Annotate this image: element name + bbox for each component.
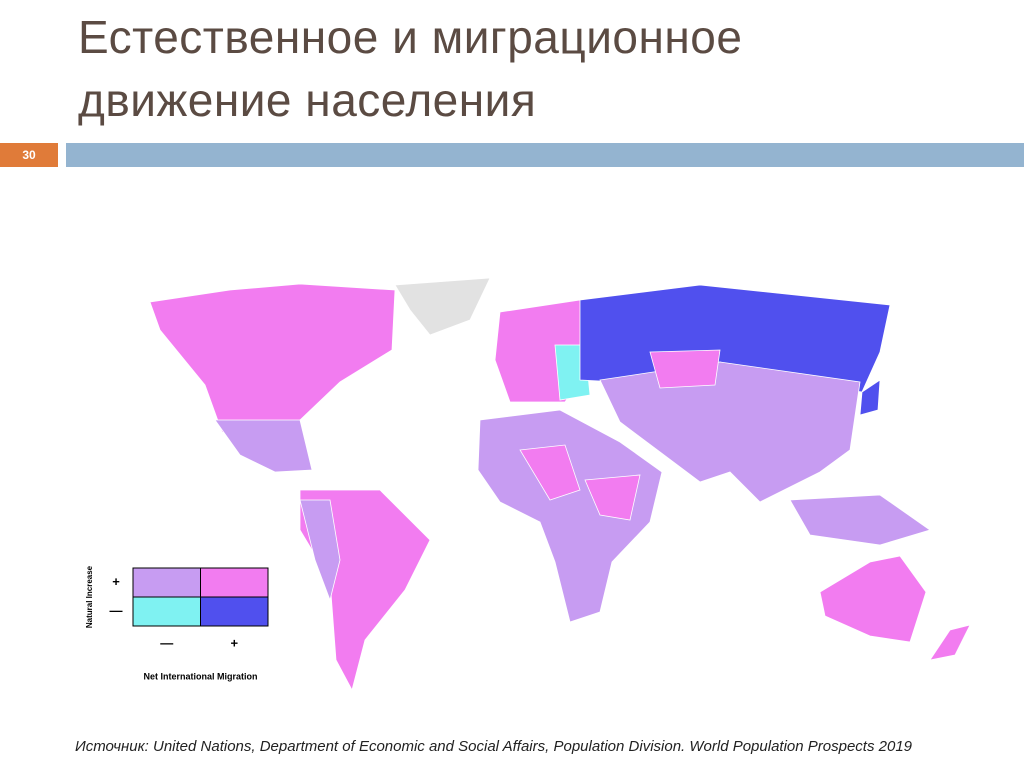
legend-y-label: Natural Increase (85, 565, 94, 628)
southeast-asia (789, 494, 931, 546)
legend-row-label: + (112, 574, 120, 589)
japan (859, 379, 881, 416)
map-legend: + — — + Natural Increase Net International Mi… (85, 565, 269, 681)
legend-row-label: — (110, 603, 123, 618)
header-bar (66, 143, 1024, 167)
source-note: Источник: United Nations, Department of … (75, 738, 913, 755)
north-america (149, 283, 396, 441)
africa-east (584, 474, 641, 521)
central-america (214, 419, 313, 473)
australia (819, 555, 927, 643)
legend-cell (132, 567, 201, 598)
legend-x-label: Net International Migration (143, 671, 257, 681)
new-zealand (929, 624, 971, 661)
slide-title: Естественное и миграционное движение нас… (78, 11, 743, 126)
asia (599, 361, 861, 503)
legend-column-label: + (230, 635, 238, 650)
legend-cell (200, 596, 269, 627)
africa (477, 409, 663, 623)
map: + — — + Natural Increase Net International Mi… (85, 277, 971, 692)
greenland (394, 277, 491, 336)
legend-column-label: — (160, 635, 173, 650)
legend-cell (200, 567, 269, 598)
africa-central (519, 444, 581, 501)
south-america-west (299, 499, 341, 602)
central-asia (649, 349, 721, 389)
slide-number: 30 (0, 143, 58, 167)
legend-cell (132, 596, 201, 627)
continents (149, 277, 971, 692)
